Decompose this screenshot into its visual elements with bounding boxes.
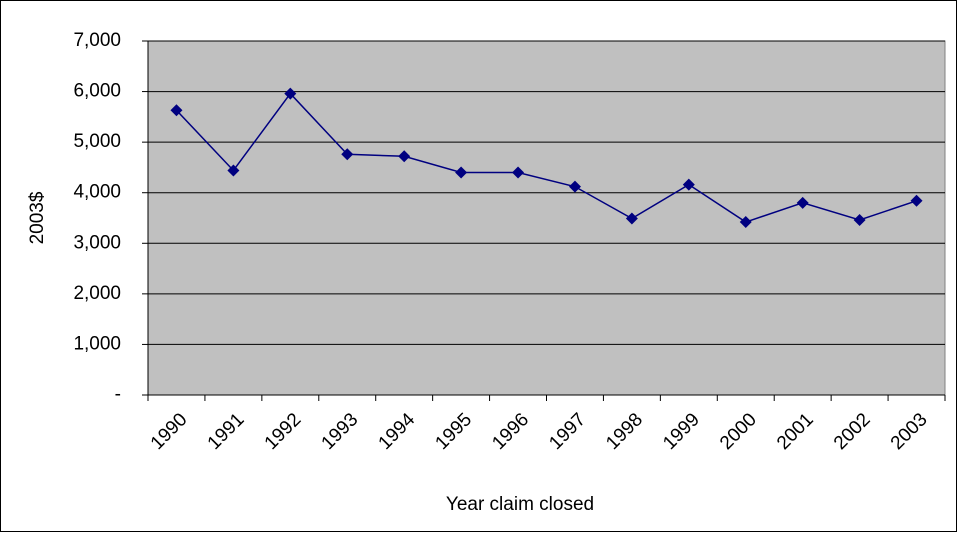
marker — [341, 148, 354, 161]
plot-area — [147, 40, 946, 396]
y-tick-label: 5,000 — [73, 131, 121, 152]
x-axis-label: Year claim closed — [446, 494, 594, 515]
marker — [170, 104, 183, 117]
marker — [284, 87, 297, 100]
y-tick-label: 4,000 — [73, 182, 121, 203]
marker — [455, 166, 468, 179]
y-tick-label: 7,000 — [73, 30, 121, 51]
marker — [568, 180, 581, 193]
y-tick-label: 1,000 — [73, 333, 121, 354]
y-tick-label: 6,000 — [73, 81, 121, 102]
marker — [796, 196, 809, 209]
y-axis-label: 2003$ — [27, 191, 48, 244]
marker — [910, 194, 923, 207]
marker — [512, 166, 525, 179]
marker — [625, 212, 638, 225]
marker — [398, 150, 411, 163]
y-tick-label: - — [115, 384, 121, 405]
marker — [227, 164, 240, 177]
marker — [853, 214, 866, 227]
marker — [682, 178, 695, 191]
line — [175, 92, 917, 223]
marker — [739, 216, 752, 229]
y-tick-label: 3,000 — [73, 232, 121, 253]
y-tick-label: 2,000 — [73, 283, 121, 304]
